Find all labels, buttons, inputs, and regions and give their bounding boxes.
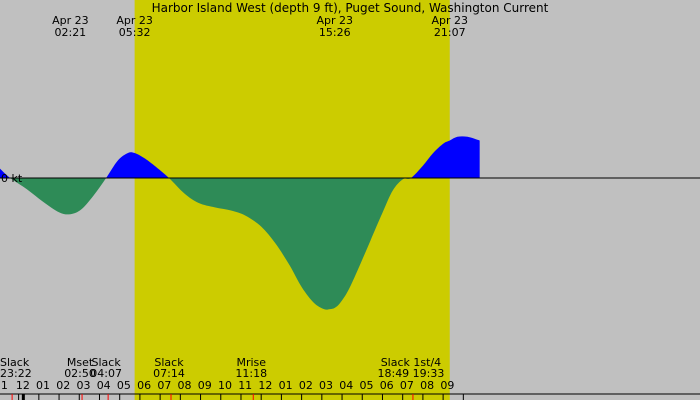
hour-tick-label: 03: [319, 379, 333, 392]
bottom-events: Slack23:22Mset02:50Slack04:07Slack07:14M…: [0, 356, 444, 380]
bottom-event-time: 02:50: [64, 367, 96, 380]
hour-tick-label: 11: [238, 379, 252, 392]
bottom-event-label: Slack 1st/4: [381, 356, 441, 369]
hour-tick-label: 04: [339, 379, 353, 392]
top-event-time: 02:21: [54, 26, 86, 39]
bottom-event-label: Slack: [154, 356, 184, 369]
top-event-time: 05:32: [119, 26, 151, 39]
hour-tick-label: 06: [137, 379, 151, 392]
bottom-event-label: Mset: [67, 356, 94, 369]
hour-tick-label: 01: [36, 379, 50, 392]
top-event-date: Apr 23: [116, 14, 153, 27]
top-event-date: Apr 23: [52, 14, 89, 27]
hour-tick-label: 02: [56, 379, 70, 392]
hour-tick-label: 04: [97, 379, 111, 392]
hour-tick-label: 07: [157, 379, 171, 392]
hour-tick-label: 05: [359, 379, 373, 392]
bottom-event-time: 11:18: [235, 367, 267, 380]
hour-tick-label: .1: [0, 379, 8, 392]
bottom-event-time: 18:49 19:33: [377, 367, 444, 380]
hour-tick-label: 06: [380, 379, 394, 392]
bottom-event-time: 04:07: [90, 367, 122, 380]
hour-tick-label: 05: [117, 379, 131, 392]
hour-tick-label: 12: [258, 379, 272, 392]
top-event-time: 21:07: [434, 26, 466, 39]
top-event-date: Apr 23: [431, 14, 468, 27]
bottom-event-label: Mrise: [236, 356, 266, 369]
hour-tick-label: 10: [218, 379, 232, 392]
flood-area: [0, 136, 480, 178]
midnight-marker: [21, 394, 25, 400]
hour-tick-label: 01: [279, 379, 293, 392]
top-event-time: 15:26: [319, 26, 351, 39]
bottom-event-time: 23:22: [0, 367, 32, 380]
bottom-event-label: Slack: [0, 356, 30, 369]
hour-tick-label: 09: [440, 379, 454, 392]
hour-tick-label: 09: [198, 379, 212, 392]
hour-tick-label: 12: [16, 379, 30, 392]
hour-tick-label: 02: [299, 379, 313, 392]
bottom-event-time: 07:14: [153, 367, 185, 380]
hour-tick-label: 08: [420, 379, 434, 392]
zero-kt-label: 0 kt: [1, 172, 23, 185]
hour-tick-label: 03: [76, 379, 90, 392]
hour-tick-label: 07: [400, 379, 414, 392]
hour-tick-label: 08: [178, 379, 192, 392]
top-event-date: Apr 23: [316, 14, 353, 27]
hour-ticks: .1 12 01 02 03 04 05 06 07 08 09 10 11 12 01 02 03 04 05 06…: [0, 379, 464, 400]
chart-title: Harbor Island West (depth 9 ft), Puget S…: [152, 1, 549, 15]
ebb-area: [0, 178, 480, 310]
bottom-event-label: Slack: [92, 356, 122, 369]
